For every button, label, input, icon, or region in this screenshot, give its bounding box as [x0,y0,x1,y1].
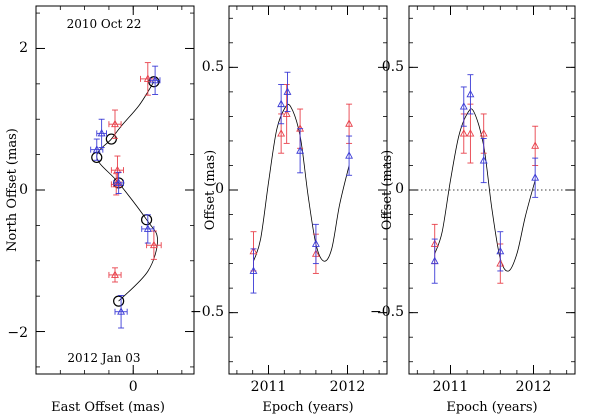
blue-data-point [430,256,439,265]
red-data-point [143,74,152,82]
y-axis-label: Offset (mas) [203,150,218,231]
x-tick-label: 2011 [433,379,469,395]
red-data-point [112,179,121,188]
y-tick-label: 0.5 [382,59,404,75]
data-marks [249,71,354,294]
red-data-point [531,141,540,149]
blue-data-point [143,224,152,232]
panel-offset-fit: 0.5 0 −0.5 2011 2012 Epoch (years) Offse… [190,5,388,415]
blue-data-point [117,307,126,315]
blue-data-point [479,156,488,164]
y-tick-label: 0 [395,181,404,197]
blue-data-point [466,89,475,98]
y-tick-label: −0.5 [190,304,224,320]
start-date-label: 2010 Oct 22 [67,17,142,31]
blue-data-point [531,173,540,181]
blue-data-point [459,102,468,110]
red-data-point [149,240,158,249]
y-tick-label: −0.5 [370,304,404,320]
model-track [96,81,158,302]
blue-data-point [277,99,286,108]
panel-sky-track: 2 0 −2 0 East Offset (mas) North Offset … [5,5,195,415]
blue-data-point [283,87,292,95]
data-marks [430,74,540,284]
blue-data-point [311,239,320,247]
data-marks [90,62,162,329]
y-tick-label: 0.5 [202,59,224,75]
blue-data-point [97,128,106,137]
red-data-point [479,129,488,137]
red-data-point [111,270,119,278]
y-axis-label: Offset (mas) [380,150,395,231]
blue-data-point [496,246,505,255]
x-tick-label: 0 [129,379,138,395]
model-position-circle [113,295,125,307]
y-tick-label: −2 [7,325,28,341]
y-tick-label: 0 [215,181,224,197]
red-data-point [277,129,286,137]
panel-offset-residual: 0.5 0 −0.5 2011 2012 Epoch (years) Offse… [370,5,576,415]
y-tick-label: 2 [19,40,28,56]
blue-data-point [249,266,258,274]
x-axis-label: Epoch (years) [262,400,353,415]
blue-data-point [345,151,354,159]
panel-frame [228,5,388,375]
y-axis-label: North Offset (mas) [5,128,20,252]
axis-ticks [35,6,194,374]
axis-ticks [229,6,387,374]
x-axis-label: East Offset (mas) [51,400,165,415]
blue-data-point [92,145,101,153]
x-axis-label: Epoch (years) [446,400,537,415]
blue-data-point [114,178,123,186]
red-data-point [111,119,119,128]
red-data-point [282,109,291,117]
red-data-point [466,129,475,137]
y-tick-label: 0 [19,182,28,198]
red-data-point [459,129,468,137]
blue-data-point [296,146,305,154]
axis-ticks [409,6,575,374]
x-tick-label: 2012 [330,379,366,395]
panel-frame [35,5,195,375]
end-date-label: 2012 Jan 03 [67,351,140,365]
x-tick-label: 2011 [251,379,287,395]
blue-data-point [151,75,160,84]
x-tick-label: 2012 [516,379,552,395]
model-position-circle [105,133,117,145]
red-data-point [345,119,354,127]
